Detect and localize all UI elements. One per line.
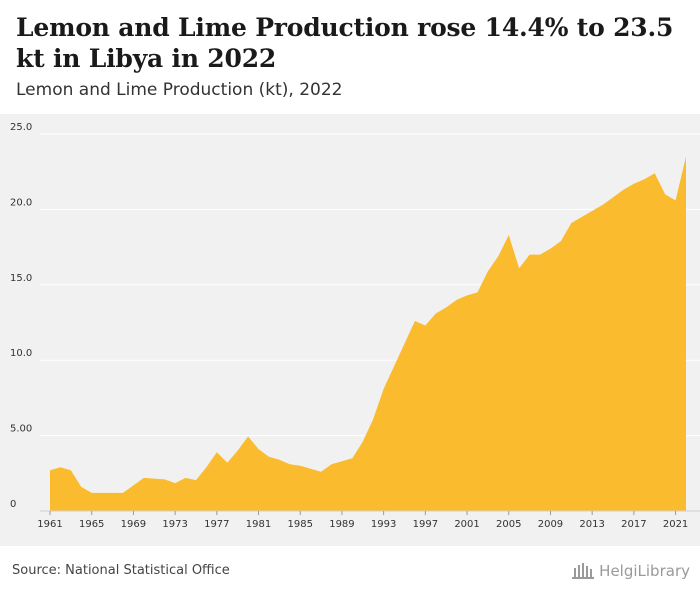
data-point xyxy=(175,483,176,484)
data-point xyxy=(310,468,311,469)
data-point xyxy=(258,449,259,450)
data-point xyxy=(456,299,457,300)
data-point xyxy=(321,471,322,472)
data-point xyxy=(143,477,144,478)
data-point xyxy=(289,464,290,465)
data-point xyxy=(550,248,551,249)
data-point xyxy=(185,477,186,478)
y-tick-label: 25.0 xyxy=(10,122,32,133)
source-note: Source: National Statistical Office xyxy=(12,563,230,578)
data-point xyxy=(70,470,71,471)
data-point xyxy=(248,436,249,437)
data-point xyxy=(540,254,541,255)
x-tick-label: 2017 xyxy=(621,519,646,530)
data-point xyxy=(81,486,82,487)
x-tick-label: 2005 xyxy=(496,519,521,530)
data-point xyxy=(227,462,228,463)
data-point xyxy=(352,458,353,459)
data-point xyxy=(654,173,655,174)
chart-title: Lemon and Lime Production rose 14.4% to … xyxy=(16,13,674,73)
data-point xyxy=(446,307,447,308)
data-point xyxy=(665,194,666,195)
data-point xyxy=(414,320,415,321)
header: Lemon and Lime Production rose 14.4% to … xyxy=(0,0,700,114)
series-area xyxy=(50,156,686,511)
data-point xyxy=(341,461,342,462)
x-tick-label: 1965 xyxy=(79,519,104,530)
y-tick-label: 10.0 xyxy=(10,348,32,359)
data-point xyxy=(560,241,561,242)
x-tick-label: 1969 xyxy=(121,519,146,530)
data-point xyxy=(60,467,61,468)
data-point xyxy=(435,313,436,314)
data-point xyxy=(164,479,165,480)
data-point xyxy=(602,204,603,205)
x-tick-label: 2013 xyxy=(579,519,604,530)
data-point xyxy=(487,271,488,272)
x-tick-label: 1997 xyxy=(413,519,438,530)
data-point xyxy=(122,492,123,493)
brand-name: HelgiLibrary xyxy=(599,562,690,580)
data-point xyxy=(237,450,238,451)
x-tick-label: 2021 xyxy=(663,519,688,530)
data-point xyxy=(508,235,509,236)
y-tick-label: 15.0 xyxy=(10,273,32,284)
area-chart: 0 5.00 10.0 15.0 20.0 25.0 1961 1965 1969 1973 197… xyxy=(10,122,700,530)
data-point xyxy=(216,452,217,453)
data-point xyxy=(362,441,363,442)
data-point xyxy=(623,189,624,190)
data-point xyxy=(529,254,530,255)
data-point xyxy=(394,366,395,367)
data-point xyxy=(331,464,332,465)
x-tick-label: 1977 xyxy=(204,519,229,530)
data-point xyxy=(425,325,426,326)
data-point xyxy=(206,467,207,468)
x-tick-label: 1989 xyxy=(329,519,354,530)
data-point xyxy=(91,492,92,493)
data-point xyxy=(571,222,572,223)
data-point xyxy=(477,292,478,293)
data-point xyxy=(686,156,687,157)
data-point xyxy=(279,459,280,460)
y-tick-label: 5.00 xyxy=(10,424,32,435)
data-point xyxy=(467,295,468,296)
data-point xyxy=(519,268,520,269)
data-point xyxy=(133,485,134,486)
data-point xyxy=(373,419,374,420)
data-point xyxy=(675,200,676,201)
chart-subtitle: Lemon and Lime Production (kt), 2022 xyxy=(16,80,343,100)
data-point xyxy=(592,210,593,211)
x-tick-label: 1993 xyxy=(371,519,396,530)
data-point xyxy=(581,216,582,217)
data-point xyxy=(633,183,634,184)
library-building-icon xyxy=(572,563,595,579)
data-point xyxy=(613,197,614,198)
x-tick-label: 2009 xyxy=(538,519,563,530)
y-tick-label: 0 xyxy=(10,499,16,510)
x-tick-label: 1981 xyxy=(246,519,271,530)
y-tick-label: 20.0 xyxy=(10,197,32,208)
x-tick-label: 1961 xyxy=(37,519,62,530)
data-point xyxy=(112,492,113,493)
brand-logo: HelgiLibrary xyxy=(571,562,690,580)
data-point xyxy=(195,480,196,481)
x-tick-label: 1985 xyxy=(288,519,313,530)
data-point xyxy=(383,388,384,389)
data-point xyxy=(300,465,301,466)
data-point xyxy=(404,343,405,344)
data-point xyxy=(498,256,499,257)
x-tick-label: 1973 xyxy=(162,519,187,530)
data-point xyxy=(644,179,645,180)
x-tick-label: 2001 xyxy=(454,519,479,530)
data-point xyxy=(50,470,51,471)
data-point xyxy=(268,456,269,457)
data-point xyxy=(102,492,103,493)
data-point xyxy=(154,478,155,479)
